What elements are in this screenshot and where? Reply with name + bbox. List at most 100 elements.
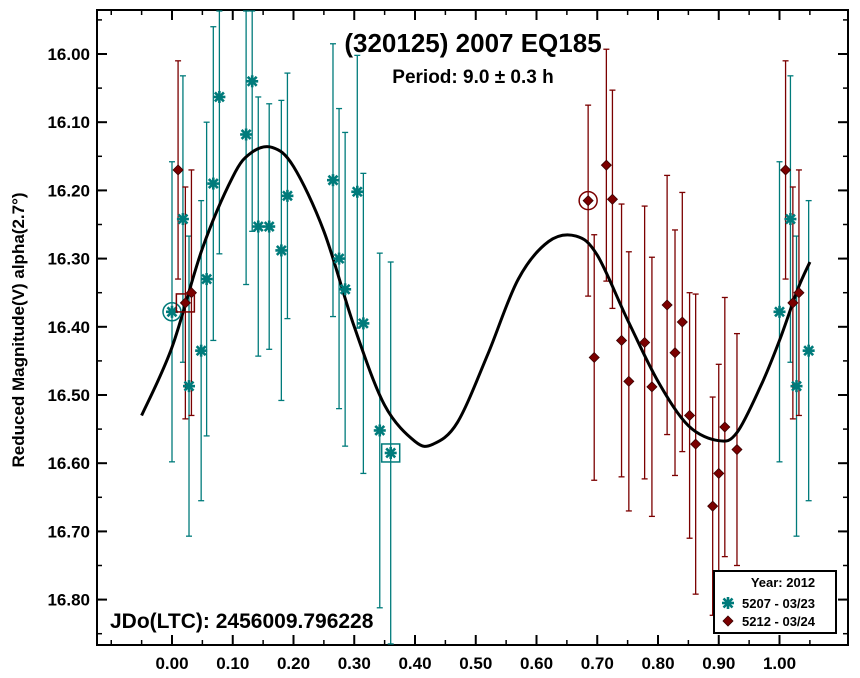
y-tick-label: 16.40: [47, 318, 90, 337]
data-point-5212: [676, 316, 688, 328]
data-point-5212: [600, 159, 612, 171]
y-tick-label: 16.50: [47, 386, 90, 405]
asterisk-stroke: [785, 213, 796, 225]
y-tick-label: 16.30: [47, 250, 90, 269]
data-point-5212: [646, 381, 658, 393]
data-point-5207: [213, 90, 226, 103]
data-point-5212: [690, 438, 702, 450]
asterisk-stroke: [803, 345, 815, 357]
legend-asterisk: [722, 597, 734, 609]
data-point-5212: [707, 500, 719, 512]
fit-curve: [140, 145, 812, 448]
legend-marker-5212: [722, 615, 734, 627]
data-point-5212: [669, 347, 681, 359]
x-axis-ticks: [110, 10, 811, 645]
asterisk-stroke: [774, 306, 785, 318]
asterisk-stroke: [374, 425, 386, 436]
asterisk-stroke: [385, 447, 397, 459]
data-point-5212: [172, 164, 184, 176]
x-tick-label: 0.90: [702, 654, 735, 673]
asterisk-stroke: [722, 597, 734, 609]
data-point-5207: [802, 344, 815, 357]
x-tick-label: 0.80: [641, 654, 674, 673]
data-point-5212: [661, 299, 673, 311]
x-tick-label: 0.70: [581, 654, 614, 673]
data-point-5207: [246, 75, 259, 88]
data-point-5212: [719, 421, 731, 433]
legend-diamond: [722, 615, 734, 627]
y-tick-label: 16.00: [47, 45, 90, 64]
chart-title: (320125) 2007 EQ185: [344, 28, 601, 58]
y-axis-tick-labels: 16.00 16.10 16.20 16.30 16.40 16.50 16.60 16.70…: [47, 45, 90, 610]
data-point-5207: [281, 189, 294, 202]
data-point-5212: [639, 336, 651, 349]
data-point-5207: [207, 177, 220, 190]
legend-marker-5207: [722, 597, 734, 609]
data-point-5207: [166, 305, 178, 318]
x-tick-label: 0.00: [155, 654, 188, 673]
jdo-annotation: JDo(LTC): 2456009.796228: [110, 610, 374, 633]
data-point-5207: [790, 380, 803, 393]
asterisk-stroke: [351, 186, 363, 198]
asterisk-stroke: [166, 306, 178, 318]
asterisk-stroke: [357, 317, 369, 329]
data-point-5212: [623, 375, 635, 387]
highlight-square: [380, 443, 401, 463]
asterisk-stroke: [275, 244, 287, 256]
y-tick-label: 16.20: [47, 181, 90, 200]
asterisk-stroke: [240, 129, 252, 140]
data-point-5207: [263, 220, 276, 233]
asterisk-stroke: [177, 213, 189, 225]
data-point-5212: [780, 164, 792, 176]
data-markers: [166, 75, 815, 512]
data-point-5207: [773, 305, 786, 318]
legend: Year: 2012 5207 - 03/23 5212 - 03/24: [713, 570, 837, 634]
asterisk-stroke: [327, 174, 339, 186]
x-axis-tick-labels: 0.00 0.10 0.20 0.30 0.40 0.50 0.60 0.70 0.80 0.90…: [155, 654, 796, 673]
plot-frame: [96, 9, 849, 646]
data-point-5207: [176, 213, 189, 226]
data-point-5207: [339, 283, 352, 296]
data-point-5207: [357, 317, 370, 330]
data-point-5207: [275, 244, 288, 257]
data-point-5207: [200, 273, 213, 286]
y-tick-label: 16.70: [47, 522, 90, 541]
data-point-5207: [183, 380, 196, 393]
data-point-5212: [684, 409, 696, 422]
highlight-markers: [162, 190, 598, 463]
fit-curve-group: [140, 145, 812, 448]
data-point-5212: [731, 443, 743, 456]
data-point-5207: [784, 213, 797, 226]
asterisk-stroke: [263, 221, 275, 232]
x-tick-label: 0.20: [277, 654, 310, 673]
asterisk-stroke: [207, 178, 219, 189]
data-point-5212: [615, 334, 628, 347]
data-point-5207: [373, 424, 386, 437]
asterisk-stroke: [282, 190, 293, 202]
asterisk-stroke: [252, 221, 264, 232]
x-tick-label: 0.60: [520, 654, 553, 673]
asterisk-stroke: [339, 283, 351, 295]
x-tick-label: 1.00: [763, 654, 796, 673]
data-point-5212: [787, 297, 799, 309]
x-tick-label: 0.40: [398, 654, 431, 673]
asterisk-stroke: [333, 253, 345, 265]
data-point-5212: [606, 193, 619, 205]
y-axis-ticks: [97, 19, 848, 635]
data-point-5207: [351, 185, 364, 198]
data-point-5207: [333, 252, 346, 265]
x-tick-label: 0.30: [338, 654, 371, 673]
data-point-5207: [326, 174, 339, 187]
asterisk-stroke: [183, 380, 195, 392]
y-tick-label: 16.80: [47, 591, 90, 610]
legend-label-5207: 5207 - 03/23: [742, 596, 815, 611]
x-tick-label: 0.10: [216, 654, 249, 673]
x-tick-label: 0.50: [459, 654, 492, 673]
chart-subtitle: Period: 9.0 ± 0.3 h: [392, 67, 553, 88]
legend-label-5212: 5212 - 03/24: [742, 614, 816, 629]
data-point-5212: [179, 297, 191, 309]
data-point-5212: [713, 467, 725, 479]
legend-title: Year: 2012: [751, 575, 815, 590]
legend-box: [713, 570, 837, 634]
